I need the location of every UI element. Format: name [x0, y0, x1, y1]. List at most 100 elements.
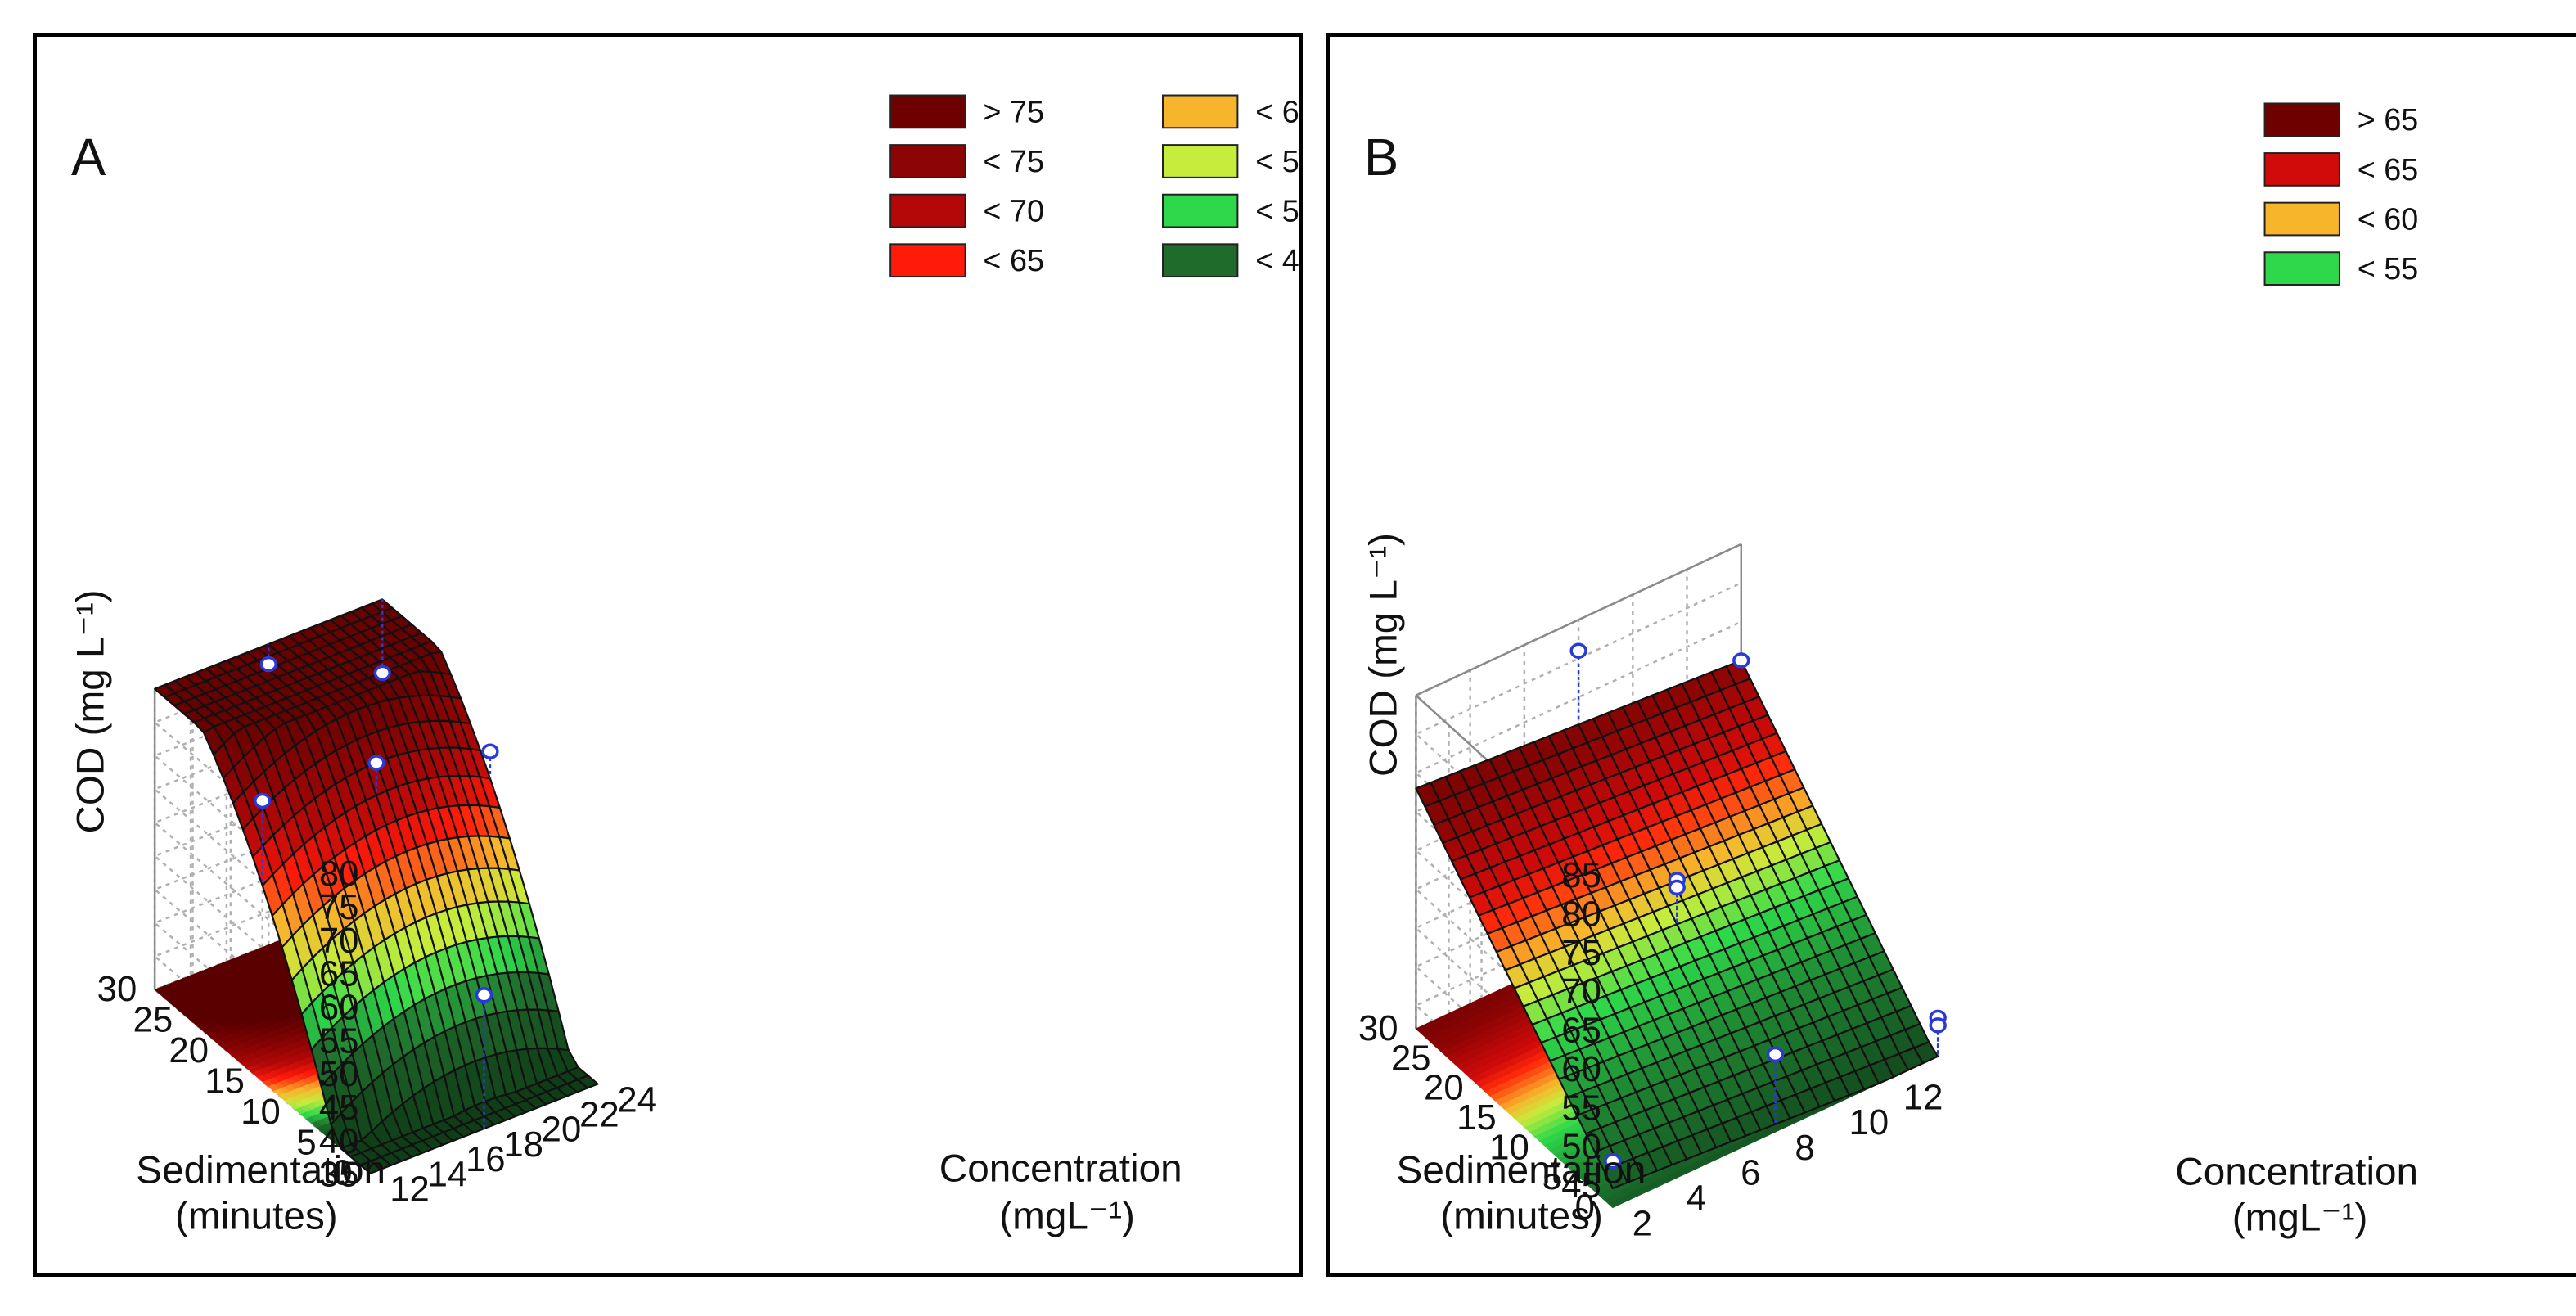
- z-tick-label: 60: [319, 987, 359, 1027]
- z-tick-label: 65: [319, 954, 359, 994]
- x-axis-title-b-line2: (minutes): [1440, 1194, 1603, 1237]
- z-tick-label: 75: [1561, 933, 1601, 973]
- y-tick-label: 8: [1795, 1128, 1814, 1168]
- z-tick-label: 55: [319, 1021, 359, 1061]
- x-tick-label: 5: [296, 1122, 316, 1162]
- legend-swatch: [2263, 102, 2340, 137]
- z-tick-label: 65: [1561, 1011, 1601, 1051]
- z-tick-label: 50: [1561, 1127, 1601, 1167]
- y-tick-label: 22: [579, 1095, 619, 1135]
- legend-label: < 65: [983, 243, 1044, 277]
- legend-label: < 70: [983, 194, 1044, 228]
- data-point: [1732, 652, 1750, 669]
- legend-label: > 65: [2358, 102, 2419, 137]
- legend-swatch: [889, 193, 966, 228]
- z-tick-label: 80: [1561, 894, 1601, 934]
- data-point: [475, 987, 493, 1003]
- x-axis-title-b-line1: Sedimentation: [1397, 1149, 1646, 1192]
- legend-swatch: [2263, 251, 2340, 286]
- x-tick-label: 25: [1391, 1038, 1431, 1078]
- z-tick-label: 45: [319, 1088, 359, 1128]
- z-tick-label: 85: [1561, 855, 1601, 895]
- chart-panel-a: 0 5 10 15 20 25 30 12 14 16 18 20 22 24 35 40 45 50 55 60 65…: [33, 33, 1303, 1277]
- y-tick-label: 4: [1687, 1179, 1706, 1219]
- y-axis-title-b-line1: Concentration: [2175, 1151, 2418, 1194]
- legend-swatch: [2263, 201, 2340, 237]
- x-tick-label: 30: [97, 969, 137, 1009]
- y-tick-label: 10: [1849, 1102, 1889, 1142]
- z-tick-label: 50: [319, 1054, 359, 1094]
- x-tick-label: 10: [241, 1092, 281, 1132]
- legend-swatch: [889, 94, 966, 129]
- data-point: [259, 656, 277, 673]
- z-tick-label: 70: [319, 921, 359, 961]
- z-tick-label: 80: [319, 854, 359, 894]
- x-tick-label: 15: [205, 1061, 245, 1101]
- x-tick-label: 20: [1424, 1068, 1464, 1108]
- x-axis-title-a-line1: Sedimentation: [136, 1149, 385, 1192]
- legend-swatch: [2263, 152, 2340, 187]
- y-tick-label: 6: [1741, 1153, 1760, 1193]
- legend-swatch: [1162, 193, 1239, 228]
- data-point: [373, 665, 391, 681]
- data-point: [1604, 1153, 1622, 1170]
- y-tick-label: 16: [466, 1139, 506, 1179]
- z-tick-label: 40: [319, 1121, 359, 1161]
- z-axis-title-a: COD (mg L⁻¹): [70, 590, 113, 834]
- legend-swatch: [889, 144, 966, 178]
- x-tick-label: 20: [169, 1030, 209, 1070]
- legend-label: < 55: [1255, 144, 1299, 178]
- data-point: [1929, 1017, 1947, 1034]
- legend-label: < 45: [1255, 243, 1299, 277]
- legend-label: < 55: [2358, 251, 2419, 286]
- y-tick-label: 2: [1633, 1203, 1652, 1243]
- y-tick-label: 12: [390, 1170, 430, 1210]
- legend-swatch: [889, 243, 966, 278]
- surface-chart-a: 0510152025301214161820222435404550556065…: [70, 94, 1299, 1237]
- legend-swatch: [1162, 243, 1239, 278]
- data-point: [1766, 1046, 1785, 1063]
- z-tick-label: 35: [319, 1155, 359, 1195]
- z-tick-label: 75: [319, 887, 359, 927]
- panel-letter-a: A: [71, 128, 106, 187]
- data-point: [367, 755, 385, 771]
- y-axis-title-b-line2: (mgL⁻¹): [2232, 1196, 2368, 1239]
- x-tick-label: 30: [1358, 1008, 1398, 1048]
- chart-panel-b: 0 5 10 15 20 25 30 2 4 6 8 10 12 45 50 55 60 65 70 75 80 85 B…: [1326, 33, 2576, 1277]
- y-tick-label: 20: [542, 1110, 582, 1150]
- legend-label: < 50: [1255, 194, 1299, 228]
- x-tick-label: 10: [1489, 1128, 1529, 1168]
- data-point: [254, 792, 272, 809]
- y-axis-title-a-line2: (mgL⁻¹): [999, 1194, 1135, 1237]
- z-tick-label: 55: [1561, 1088, 1601, 1128]
- x-tick-label: 0: [1575, 1187, 1595, 1227]
- legend-label: < 60: [1255, 94, 1299, 128]
- z-axis-title-b: COD (mg L⁻¹): [1362, 533, 1406, 777]
- legend-label: > 75: [983, 94, 1044, 128]
- legend-label: < 65: [2358, 152, 2419, 187]
- y-tick-label: 12: [1903, 1077, 1943, 1117]
- box-edge: [1415, 543, 1742, 696]
- z-tick-label: 60: [1561, 1049, 1601, 1089]
- data-point: [1569, 642, 1587, 659]
- y-tick-label: 14: [428, 1154, 468, 1194]
- x-tick-label: 5: [1542, 1157, 1562, 1197]
- y-axis-title-a-line1: Concentration: [939, 1147, 1182, 1191]
- y-tick-label: 24: [617, 1079, 657, 1120]
- data-point: [1668, 879, 1686, 896]
- legend-label: < 60: [2358, 201, 2419, 236]
- x-tick-label: 25: [133, 1000, 173, 1040]
- legend-swatch: [1162, 144, 1239, 178]
- x-axis-title-a-line2: (minutes): [175, 1194, 338, 1237]
- surface-cell: [576, 1075, 599, 1089]
- legend-swatch: [1162, 94, 1239, 129]
- x-tick-label: 15: [1457, 1097, 1497, 1138]
- z-tick-label: 70: [1561, 971, 1601, 1012]
- z-tick-label: 45: [1561, 1165, 1601, 1206]
- x-tick-label: 0: [332, 1153, 352, 1193]
- data-point: [481, 743, 499, 759]
- panel-letter-b: B: [1364, 128, 1398, 187]
- legend-label: < 75: [983, 144, 1044, 178]
- y-tick-label: 18: [503, 1124, 543, 1165]
